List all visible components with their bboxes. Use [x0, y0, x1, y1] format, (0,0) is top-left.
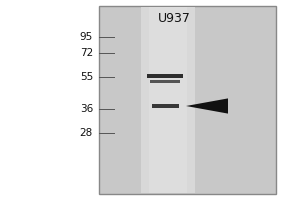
Text: 28: 28: [80, 128, 93, 138]
Bar: [149, 7, 187, 193]
Text: 55: 55: [80, 72, 93, 82]
Bar: [99, 6, 276, 194]
Text: U937: U937: [158, 11, 190, 24]
Text: 72: 72: [80, 48, 93, 58]
Bar: [150, 79, 180, 82]
Text: 95: 95: [80, 32, 93, 42]
Bar: [152, 104, 178, 108]
Bar: [147, 74, 183, 78]
Text: 36: 36: [80, 104, 93, 114]
Bar: [141, 7, 195, 193]
Polygon shape: [186, 98, 228, 114]
